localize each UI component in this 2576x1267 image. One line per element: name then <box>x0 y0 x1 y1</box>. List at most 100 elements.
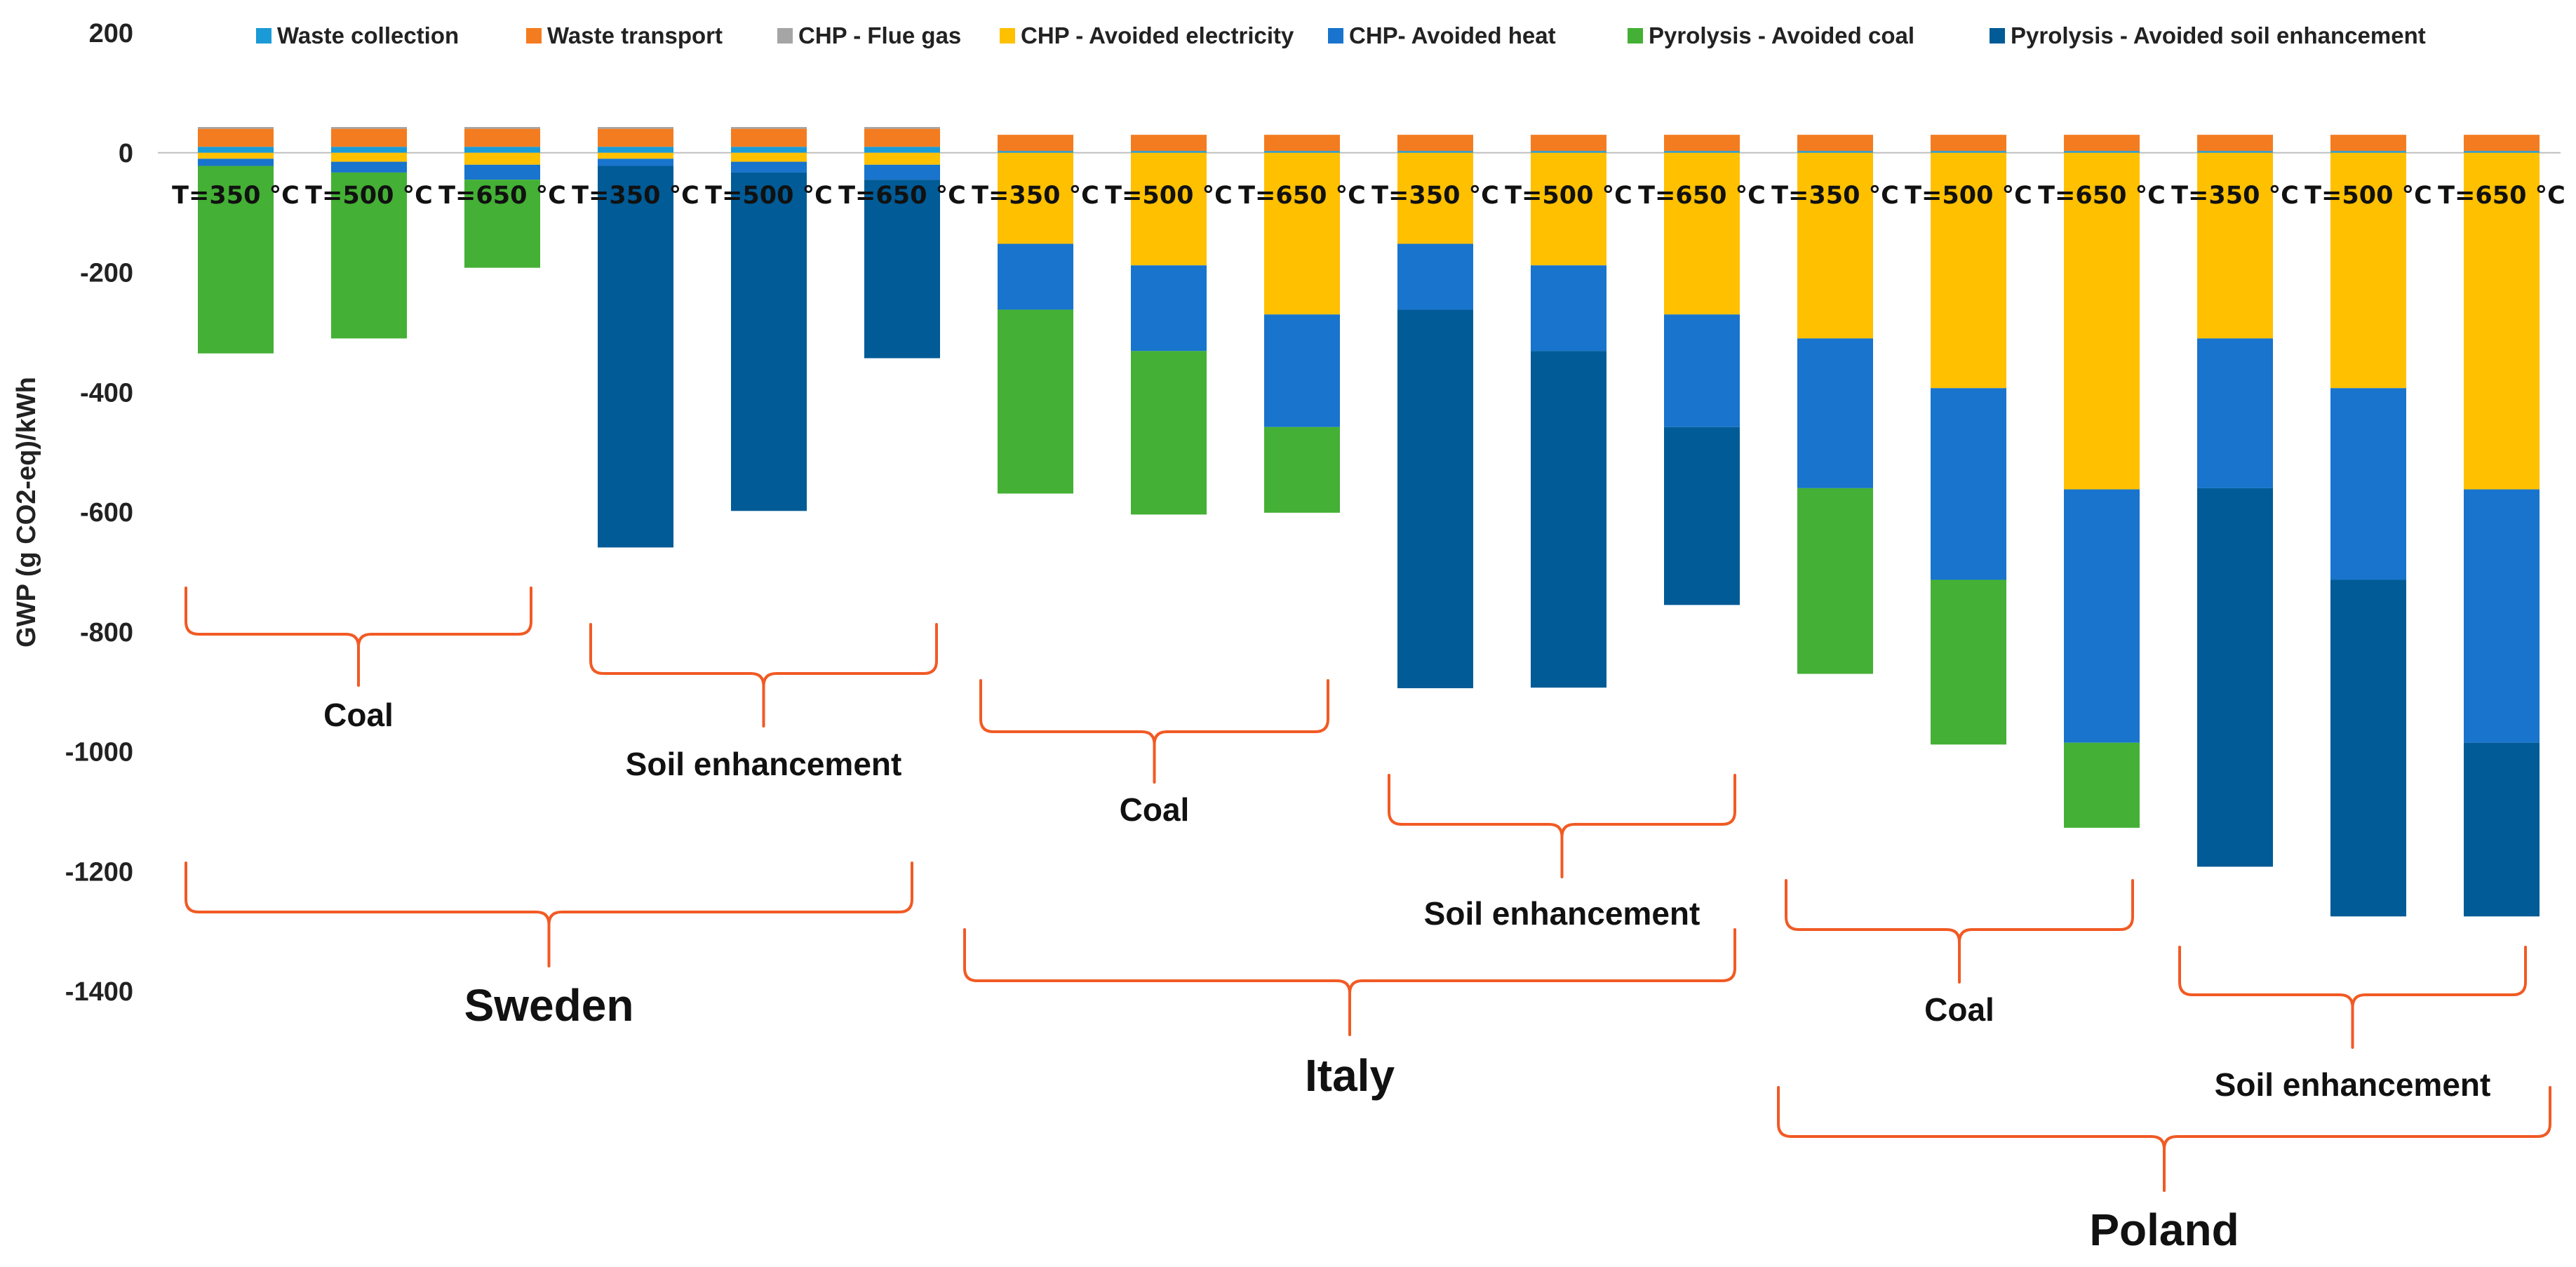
bar-segment-5 <box>998 309 1073 494</box>
bar-segment-1 <box>1664 135 1740 152</box>
bar-segment-5 <box>1797 488 1873 674</box>
category-label: T=650 °C <box>438 182 566 210</box>
bar-segment-0 <box>464 147 540 153</box>
bar-segment-3 <box>598 152 673 159</box>
bar-segment-0 <box>198 147 274 153</box>
group-brace-scenario <box>1388 774 1736 878</box>
bar-segment-5 <box>2064 742 2140 828</box>
bar-segment-3 <box>731 152 807 162</box>
group-label-scenario: Soil enhancement <box>1424 895 1700 932</box>
category-label: T=500 °C <box>705 182 833 210</box>
bar-segment-6 <box>2330 579 2406 917</box>
category-label: T=500 °C <box>1505 182 1632 210</box>
bar-segment-2 <box>598 127 673 129</box>
bar-segment-1 <box>331 128 407 147</box>
legend-swatch <box>526 28 542 43</box>
group-label-scenario: Soil enhancement <box>626 746 902 782</box>
bar-segment-5 <box>331 172 407 339</box>
y-tick-label: -600 <box>80 498 133 528</box>
category-label: T=350 °C <box>1771 182 1899 210</box>
bar-segment-0 <box>1664 151 1740 153</box>
bar-segment-1 <box>2330 135 2406 152</box>
bar-segment-0 <box>598 147 673 153</box>
bar-segment-2 <box>731 127 807 129</box>
category-label: T=350 °C <box>972 182 1099 210</box>
bar-segment-3 <box>2197 152 2273 339</box>
bar-segment-1 <box>864 128 940 147</box>
legend-label: CHP - Flue gas <box>798 22 961 48</box>
legend-label: Waste transport <box>547 22 723 48</box>
bar-segment-0 <box>731 147 807 153</box>
category-label: T=500 °C <box>305 182 433 210</box>
legend-swatch <box>1628 28 1643 43</box>
bar-segment-6 <box>598 166 673 548</box>
bar-segment-5 <box>1931 579 2006 745</box>
group-brace-scenario <box>1785 879 2134 984</box>
category-label: T=650 °C <box>1638 182 1766 210</box>
bar-segment-3 <box>1131 152 1207 266</box>
bar-segment-4 <box>198 159 274 166</box>
bar-segment-4 <box>731 161 807 173</box>
bar-segment-3 <box>331 152 407 162</box>
y-axis-label: GWP (g CO2-eq)/kWh <box>12 377 41 648</box>
group-brace-country <box>1777 1086 2551 1192</box>
bar-segment-3 <box>1664 152 1740 315</box>
category-label: T=350 °C <box>1371 182 1499 210</box>
bar-segment-0 <box>864 147 940 153</box>
legend-label: Pyrolysis - Avoided soil enhancement <box>2011 22 2426 48</box>
bar-segment-0 <box>2197 151 2273 153</box>
bar-segment-6 <box>731 172 807 511</box>
bar-segment-1 <box>998 135 1073 152</box>
bar-segment-2 <box>464 127 540 129</box>
bar-segment-1 <box>2064 135 2140 152</box>
group-brace-scenario <box>589 623 938 728</box>
legend-swatch <box>1000 28 1015 43</box>
category-label: T=500 °C <box>2305 182 2432 210</box>
category-label: T=650 °C <box>2438 182 2565 210</box>
bar-segment-0 <box>998 151 1073 153</box>
bar-segment-4 <box>1264 314 1340 427</box>
bar-segment-0 <box>1531 151 1606 153</box>
legend-label: CHP - Avoided electricity <box>1021 22 1294 48</box>
bar-segment-4 <box>2330 388 2406 580</box>
bar-segment-1 <box>1397 135 1473 152</box>
legend-swatch <box>1328 28 1343 43</box>
bar-segment-5 <box>464 180 540 268</box>
group-label-scenario: Soil enhancement <box>2215 1066 2491 1103</box>
bar-segment-0 <box>1131 151 1207 153</box>
bar-segment-6 <box>1664 427 1740 605</box>
bar-segment-3 <box>1531 152 1606 266</box>
y-tick-label: -1000 <box>65 738 133 767</box>
bar-segment-4 <box>1931 388 2006 580</box>
bar-segment-3 <box>2330 152 2406 389</box>
bar-segment-1 <box>731 128 807 147</box>
y-tick-label: -1200 <box>65 857 133 887</box>
category-label: T=350 °C <box>572 182 699 210</box>
bar-segment-2 <box>331 127 407 129</box>
y-tick-label: -400 <box>80 378 133 408</box>
bar-segment-0 <box>2464 151 2540 153</box>
bar-segment-6 <box>2464 742 2540 917</box>
y-tick-label: 200 <box>89 19 133 48</box>
bar-segment-4 <box>1664 314 1740 427</box>
bar-segment-4 <box>1531 265 1606 351</box>
category-label: T=350 °C <box>172 182 300 210</box>
bar-segment-4 <box>598 159 673 166</box>
legend-label: Waste collection <box>277 22 459 48</box>
legend-label: CHP- Avoided heat <box>1349 22 1556 48</box>
group-label-scenario: Coal <box>1120 791 1190 828</box>
bar-segment-4 <box>1397 243 1473 310</box>
group-brace-scenario <box>979 679 1329 784</box>
y-tick-label: 0 <box>119 139 133 168</box>
category-label: T=650 °C <box>2038 182 2166 210</box>
legend-swatch <box>1990 28 2005 43</box>
bar-segment-4 <box>1797 338 1873 488</box>
bar-segment-4 <box>2464 489 2540 743</box>
group-label-country: Italy <box>1305 1050 1395 1101</box>
legend-label: Pyrolysis - Avoided coal <box>1649 22 1914 48</box>
bar-segment-1 <box>2197 135 2273 152</box>
legend-swatch <box>256 28 271 43</box>
bar-segment-0 <box>2330 151 2406 153</box>
y-tick-label: -1400 <box>65 977 133 1007</box>
